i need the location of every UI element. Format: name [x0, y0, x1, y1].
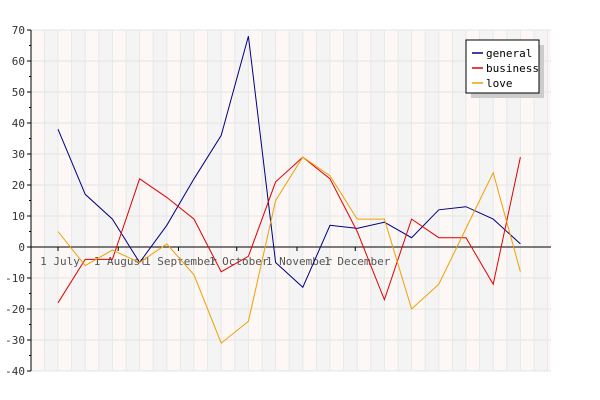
y-tick-label: 70	[12, 24, 25, 37]
plot-band	[520, 30, 534, 371]
x-tick-label: 1 December	[324, 255, 391, 268]
plot-band	[139, 30, 154, 371]
plot-band	[506, 30, 521, 371]
legend-label-business: business	[486, 62, 539, 75]
plot-band	[343, 30, 358, 371]
y-tick-label: 50	[12, 86, 25, 99]
plot-band	[31, 30, 45, 371]
plot-band	[58, 30, 72, 371]
plot-band	[166, 30, 181, 371]
legend-box	[465, 39, 540, 94]
plot-band	[534, 30, 548, 371]
y-tick-label: 10	[12, 210, 25, 223]
plot-band	[493, 30, 507, 371]
y-tick-label: 40	[12, 117, 25, 130]
plot-band	[370, 30, 385, 371]
plot-band	[302, 30, 317, 371]
plot-band	[221, 30, 235, 371]
plot-background-bands	[31, 30, 551, 371]
plot-band	[547, 30, 551, 371]
plot-band	[411, 30, 426, 371]
y-tick-label: -40	[5, 365, 25, 378]
plot-band	[207, 30, 222, 371]
y-tick-label: 60	[12, 55, 25, 68]
plot-band	[289, 30, 303, 371]
y-tick-label: 0	[18, 241, 25, 254]
x-tick-label: 1 August	[94, 255, 147, 268]
plot-band	[71, 30, 86, 371]
x-tick-label: 1 July	[40, 255, 80, 268]
series-line-general	[57, 36, 521, 289]
plot-band	[234, 30, 249, 371]
y-tick-label: -20	[5, 303, 25, 316]
plot-band	[194, 30, 208, 371]
plot-band	[452, 30, 466, 371]
plot-band	[479, 30, 494, 371]
x-tick-label: 1 September	[144, 255, 217, 268]
grid-lines	[31, 29, 551, 372]
legend-label-general: general	[486, 47, 532, 60]
legend: general business love	[465, 39, 544, 98]
y-tick-label: -10	[5, 272, 25, 285]
plot-band	[180, 30, 194, 371]
plot-band	[438, 30, 453, 371]
plot-band	[357, 30, 371, 371]
plot-band	[330, 30, 344, 371]
series-line-business	[57, 156, 521, 304]
plot-band	[425, 30, 439, 371]
y-tick-label: -30	[5, 334, 25, 347]
plot-band	[384, 30, 398, 371]
y-tick-label: 20	[12, 179, 25, 192]
plot-band	[112, 30, 126, 371]
series-lines	[57, 36, 521, 344]
plot-band	[275, 30, 290, 371]
plot-band	[316, 30, 330, 371]
series-line-love	[57, 156, 521, 344]
plot-band	[466, 30, 480, 371]
plot-band	[398, 30, 412, 371]
y-axis-ticks: 70 60 50 40 30 20 10 0 -10 -20 -30 -40	[5, 24, 31, 378]
plot-band	[153, 30, 167, 371]
plot-band	[98, 30, 113, 371]
legend-label-love: love	[486, 77, 513, 90]
plot-band	[248, 30, 262, 371]
plot-band	[44, 30, 58, 371]
y-tick-label: 30	[12, 148, 25, 161]
